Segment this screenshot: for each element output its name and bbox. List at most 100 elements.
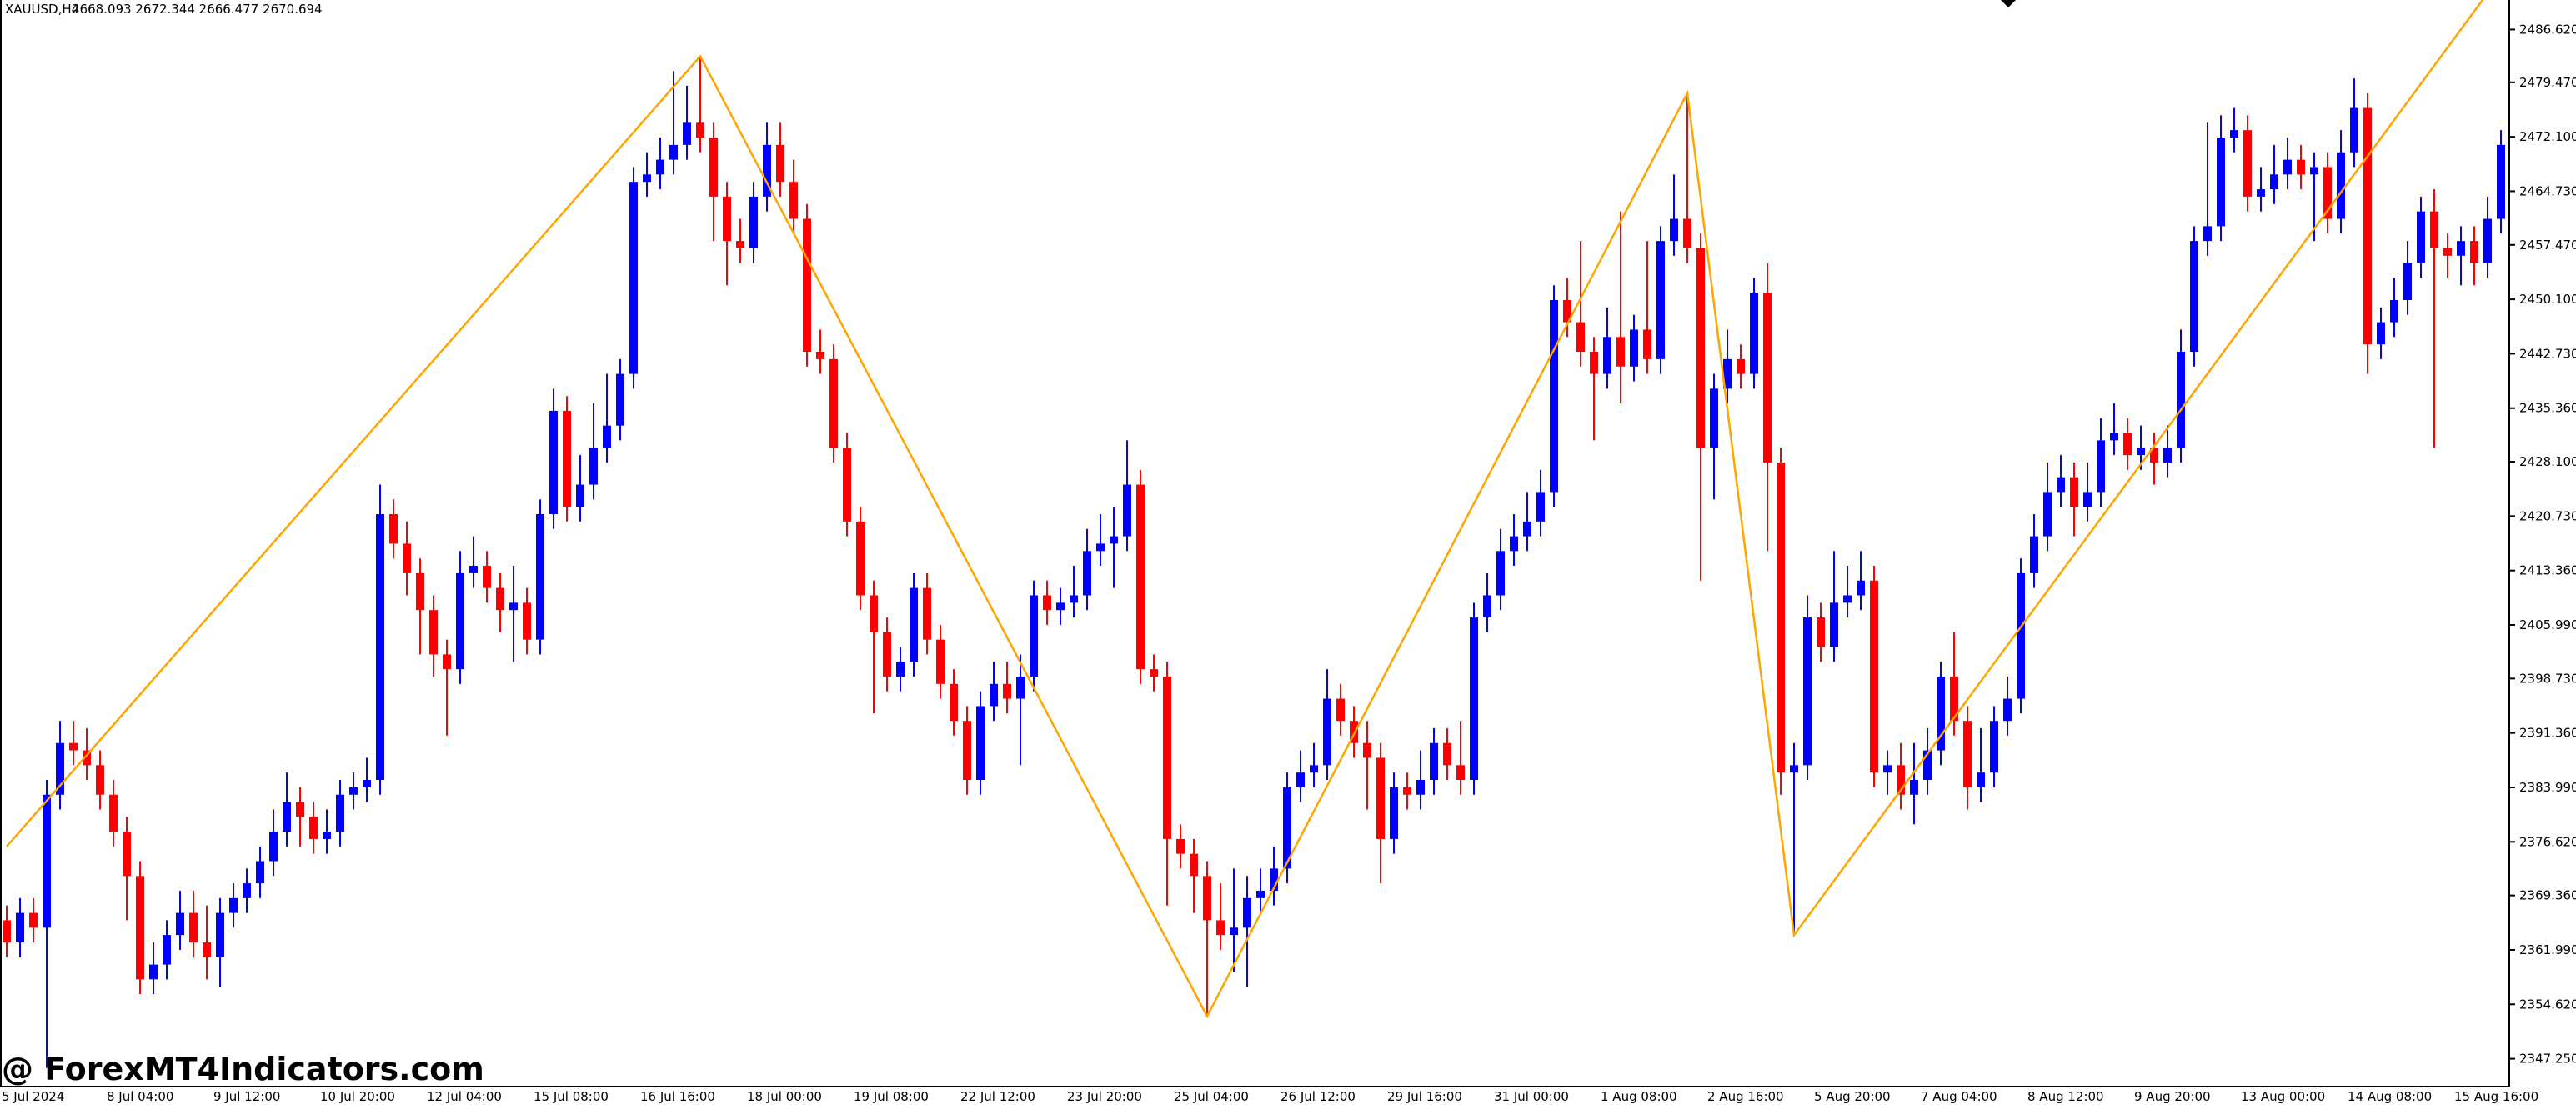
candle-body: [709, 138, 718, 197]
candle-body: [496, 588, 504, 611]
candle-body: [56, 742, 64, 795]
x-tick-label: 8 Jul 04:00: [107, 1089, 173, 1104]
candle-body: [1176, 838, 1185, 854]
candle-body: [576, 484, 584, 508]
candle-body: [1683, 218, 1691, 248]
candle-body: [950, 683, 958, 722]
y-tick-label: 2442.730: [2519, 346, 2576, 361]
candle-body: [1243, 898, 1251, 928]
candle-body: [603, 425, 611, 448]
x-tick-label: 19 Jul 08:00: [854, 1089, 929, 1104]
candle-body: [1403, 787, 1411, 795]
candle-body: [856, 521, 865, 596]
candle-body: [1496, 551, 1505, 596]
candle-body: [616, 373, 624, 426]
candle-body: [776, 144, 784, 182]
candle-body: [43, 794, 51, 928]
x-tick-label: 23 Jul 20:00: [1067, 1089, 1142, 1104]
candle-body: [1043, 595, 1051, 611]
candle-body: [216, 912, 224, 958]
candle-body: [1216, 920, 1225, 936]
x-tick-label: 15 Jul 08:00: [534, 1089, 609, 1104]
x-tick-label: 14 Aug 08:00: [2348, 1089, 2432, 1104]
candle-body: [149, 964, 158, 980]
candle-body: [323, 832, 331, 839]
candle-body: [803, 218, 811, 352]
candle-body: [1096, 543, 1105, 552]
x-tick-label: 31 Jul 00:00: [1494, 1089, 1569, 1104]
candle-body: [2297, 159, 2305, 175]
x-tick-label: 2 Aug 16:00: [1707, 1089, 1784, 1104]
candle-body: [2457, 241, 2465, 256]
candle-body: [1110, 536, 1118, 544]
candle-body: [1550, 299, 1558, 492]
candle-body: [1016, 676, 1025, 699]
candle-body: [589, 448, 598, 485]
y-tick-label: 2383.990: [2519, 780, 2576, 795]
candle-body: [1576, 322, 1585, 352]
candle-body: [136, 876, 144, 980]
candle-body: [256, 861, 264, 884]
candle-body: [176, 912, 184, 936]
candle-body: [1536, 492, 1545, 522]
candle-body: [1123, 484, 1131, 537]
candle-body: [1283, 787, 1291, 869]
candle-body: [389, 513, 398, 544]
candle-body: [443, 654, 451, 670]
candle-body: [2230, 130, 2238, 138]
candle-body: [203, 942, 211, 958]
candle-body: [1470, 618, 1478, 781]
candle-body: [2337, 152, 2345, 219]
candle-body: [936, 639, 945, 684]
candle-body: [563, 410, 571, 508]
y-tick-label: 2361.990: [2519, 942, 2576, 958]
candle-body: [923, 588, 931, 640]
candle-body: [1790, 765, 1798, 773]
candle-body: [363, 780, 371, 788]
y-tick-label: 2428.100: [2519, 454, 2576, 469]
y-tick-label: 2450.100: [2519, 292, 2576, 307]
x-tick-label: 26 Jul 12:00: [1280, 1089, 1356, 1104]
candle-body: [1376, 758, 1385, 839]
x-tick-label: 22 Jul 12:00: [960, 1089, 1035, 1104]
shift-marker: [2001, 0, 2016, 8]
candle-body: [2177, 352, 2185, 448]
candle-body: [1136, 484, 1145, 670]
y-tick-label: 2347.250: [2519, 1052, 2576, 1067]
candle-body: [1630, 329, 1638, 367]
candle-body: [403, 543, 411, 573]
candle-body: [549, 410, 558, 514]
candle-body: [1977, 772, 1985, 788]
candle-body: [309, 817, 318, 839]
candle-body: [2497, 144, 2505, 219]
candle-body: [2017, 572, 2025, 699]
candle-body: [1670, 218, 1678, 242]
candle-body: [16, 912, 24, 943]
candle-body: [509, 602, 518, 611]
candle-body: [843, 448, 851, 522]
candle-body: [763, 144, 771, 197]
candle-body: [1603, 337, 1611, 374]
header-values: 2668.093 2672.344 2666.477 2670.694: [72, 2, 323, 17]
candle-body: [1696, 248, 1705, 448]
candle-body: [1857, 580, 1865, 596]
candle-body: [69, 742, 78, 751]
candle-body: [2417, 211, 2425, 263]
candle-body: [643, 174, 651, 182]
candle-body: [696, 122, 704, 138]
y-tick-label: 2369.360: [2519, 888, 2576, 903]
candle-body: [1830, 602, 1838, 648]
candle-body: [416, 572, 424, 611]
candle-body: [2270, 174, 2278, 190]
candle-body: [2097, 440, 2105, 492]
candle-body: [1030, 595, 1038, 677]
x-tick-label: 12 Jul 04:00: [427, 1089, 502, 1104]
y-tick-label: 2464.730: [2519, 183, 2576, 198]
candle-body: [469, 566, 478, 573]
candle-body: [2030, 536, 2038, 573]
candle-body: [283, 802, 291, 832]
x-tick-label: 29 Jul 16:00: [1387, 1089, 1462, 1104]
candle-body: [910, 588, 918, 662]
candle-body: [1510, 536, 1518, 552]
